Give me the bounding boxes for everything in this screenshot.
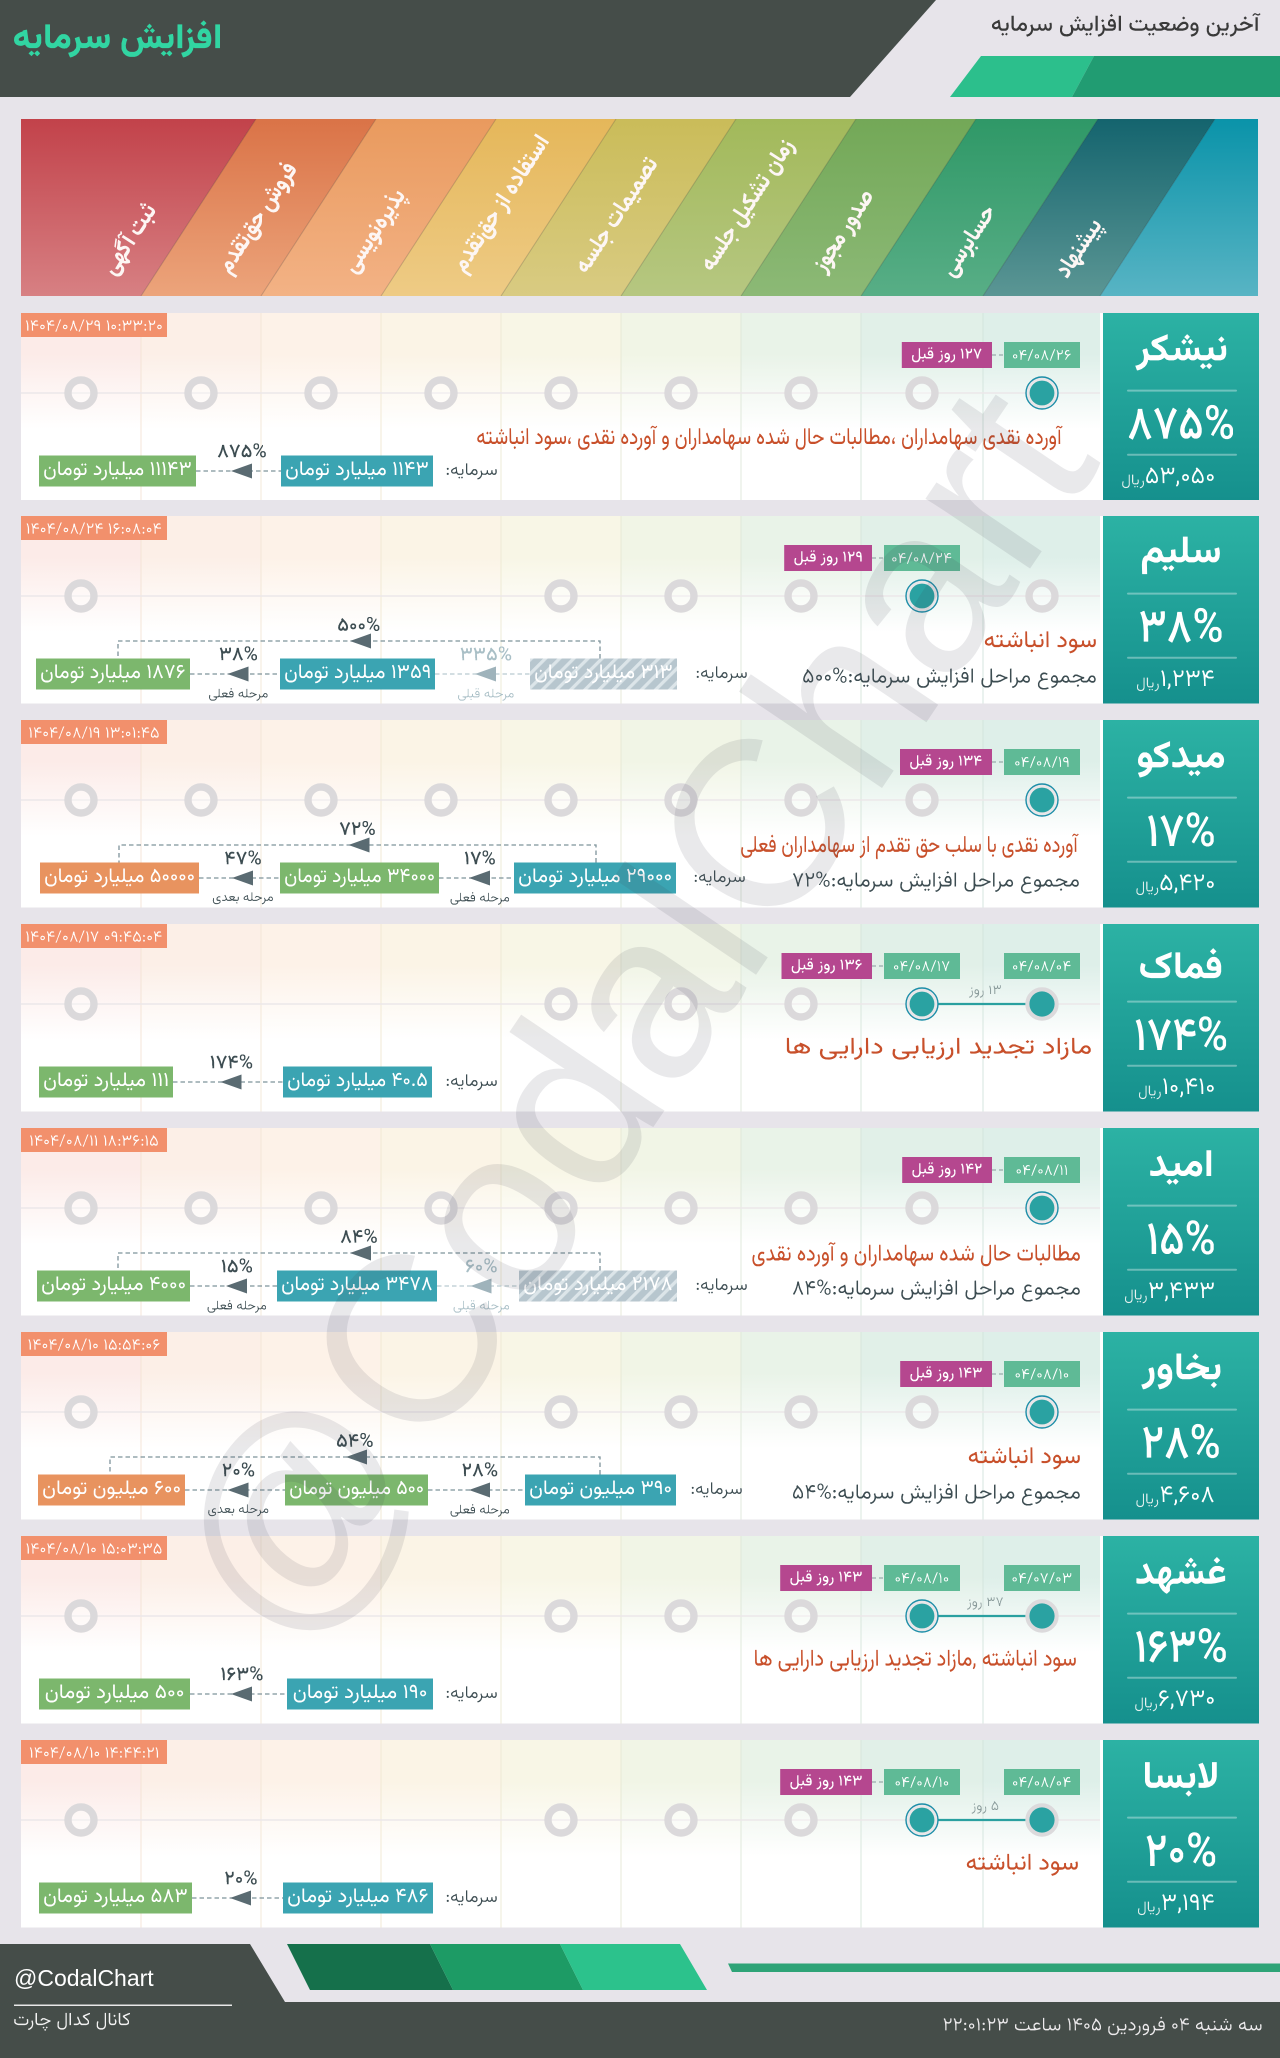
svg-text:@CodalChart: @CodalChart [14, 1965, 154, 1991]
